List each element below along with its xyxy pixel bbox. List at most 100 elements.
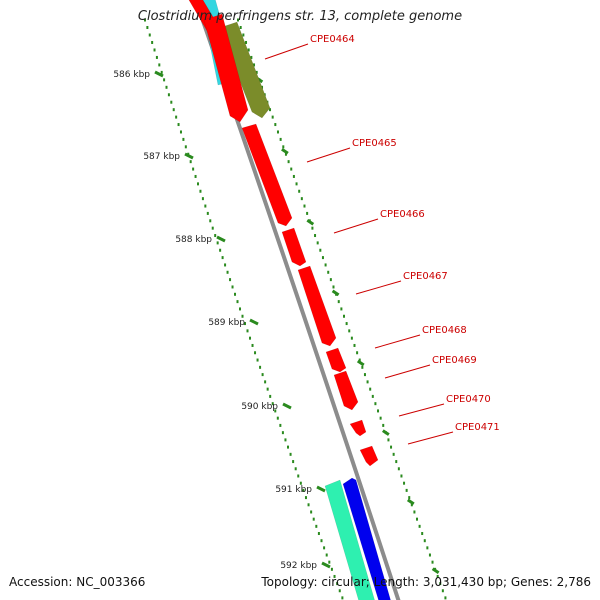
inner-minor-tick [244,322,247,326]
inner-minor-tick [302,488,305,492]
kbp-tick-label-588: 588 kbp [175,235,212,245]
outer-minor-tick [321,256,324,260]
inner-minor-tick [153,48,156,52]
inner-minor-tick [261,373,264,377]
gene-arrow-CPE0465[interactable] [241,123,293,227]
outer-minor-tick [366,380,369,384]
outer-minor-tick [316,241,319,245]
outer-minor-tick [374,402,377,406]
gene-label-CPE0471[interactable]: CPE0471 [455,422,500,433]
gene-arrow-olive[interactable] [218,21,271,119]
outer-minor-tick [413,510,416,514]
inner-minor-tick [317,532,320,536]
kbp-tick-587 [184,152,194,160]
gene-arrow-blue[interactable] [342,477,392,600]
kbp-tick-586 [154,70,164,78]
inner-minor-tick [299,481,302,485]
outer-minor-tick [319,248,322,252]
inner-minor-tick [312,517,315,521]
gene-features [188,0,392,600]
inner-minor-tick [155,55,158,59]
gene-arrow-CPE0467[interactable] [297,265,337,347]
outer-minor-tick [426,546,429,550]
gene-label-CPE0470[interactable]: CPE0470 [446,394,491,405]
outer-minor-tick [279,137,282,141]
kbp-tick-label-591: 591 kbp [275,485,312,495]
accession-text: Accession: NC_003366 [9,575,146,589]
gene-arrow-CPE0466[interactable] [281,227,307,267]
outer-minor-tick [253,63,256,67]
gene-arrow-CPE0464[interactable] [203,13,249,123]
inner-minor-tick [289,452,292,456]
inner-minor-tick [320,539,323,543]
outer-minor-tick [444,596,447,600]
inner-minor-tick [204,204,207,208]
outer-minor-tick [242,33,245,37]
gene-label-CPE0465[interactable]: CPE0465 [352,138,397,149]
outer-minor-tick [271,115,274,119]
kbp-tick-588 [216,235,226,243]
inner-minor-tick [206,211,209,215]
inner-minor-tick [287,445,290,449]
inner-minor-tick [229,278,232,282]
gene-arrow-aqua[interactable] [324,479,376,600]
outer-minor-tick [395,460,398,464]
kbp-tick-590 [282,402,292,410]
outer-minor-tick [348,329,351,333]
gene-label-CPE0464[interactable]: CPE0464 [310,34,355,45]
outer-minor-tick [377,409,380,413]
outer-minor-tick [324,263,327,267]
inner-minor-tick [236,300,239,304]
inner-minor-tick [231,285,234,289]
outer-minor-tick [431,560,434,564]
outer-minor-tick [345,322,348,326]
inner-tick-ring: 586 kbp 587 kbp 588 kbp 589 kbp 590 kbp 591 k… [113,18,344,600]
inner-minor-tick [214,234,217,238]
gene-leader-CPE0466 [333,218,379,234]
inner-minor-tick [167,93,170,97]
gene-leader-CPE0469 [384,364,431,379]
kbp-tick-label-590: 590 kbp [241,402,278,412]
gene-leader-CPE0468 [374,334,421,349]
inner-minor-tick [274,409,277,413]
outer-minor-tick [340,307,343,311]
outer-minor-tick [295,182,298,186]
outer-minor-tick [237,18,239,22]
outer-minor-tick [410,503,413,507]
inner-minor-tick [325,553,328,557]
inner-minor-tick [226,270,229,274]
gene-arrow-CPE0469[interactable] [333,370,359,411]
gene-leader-CPE0470 [398,403,445,417]
outer-tick-ring [237,18,447,600]
outer-major-tick [382,429,390,436]
gene-label-CPE0469[interactable]: CPE0469 [432,355,477,366]
outer-minor-tick [350,336,353,340]
gene-arrow-CPE0471[interactable] [359,445,379,467]
gene-label-CPE0466[interactable]: CPE0466 [380,209,425,220]
inner-minor-tick [292,460,295,464]
outer-minor-tick [439,582,442,586]
inner-minor-tick [249,336,252,340]
outer-major-tick [356,359,365,367]
gene-arrow-CPE0468[interactable] [325,347,347,373]
outer-minor-tick [332,285,335,289]
outer-major-tick [331,289,340,297]
gene-label-CPE0467[interactable]: CPE0467 [403,271,448,282]
outer-minor-tick [300,197,303,201]
outer-minor-tick [239,25,242,29]
outer-minor-tick [245,40,248,44]
outer-minor-tick [303,204,306,208]
outer-minor-tick [441,589,444,593]
gene-label-CPE0468[interactable]: CPE0468 [422,325,467,336]
inner-minor-tick [284,438,287,442]
kbp-tick-label-587: 587 kbp [143,152,180,162]
gene-arrow-CPE0470[interactable] [349,419,367,437]
inner-minor-tick [239,307,242,311]
inner-minor-tick [294,467,297,471]
kbp-tick-592 [321,561,331,569]
inner-minor-tick [199,189,202,193]
outer-minor-tick [247,48,250,52]
kbp-tick-label-589: 589 kbp [208,318,245,328]
outer-minor-tick [269,108,272,112]
outer-minor-tick [353,343,356,347]
